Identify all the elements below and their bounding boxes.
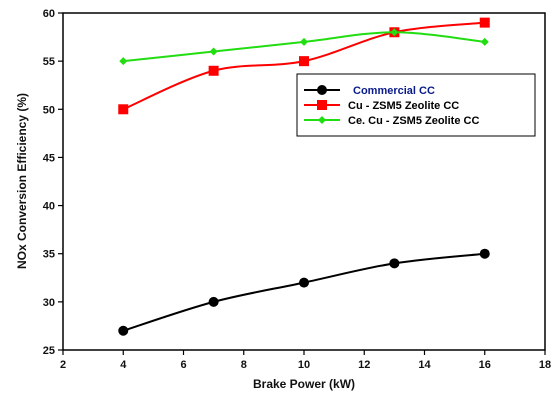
data-point [479,248,490,259]
series-3 [119,28,489,66]
x-tick-label: 10 [298,359,310,371]
x-tick-label: 18 [539,359,551,371]
data-point [300,37,308,46]
y-tick-label: 60 [43,8,55,20]
y-tick-label: 55 [43,56,55,68]
legend-label: Commercial CC [353,85,435,97]
data-point [389,258,400,269]
plot-area [62,12,546,351]
series-layer [118,17,490,336]
data-point [118,325,129,336]
data-point [299,56,309,67]
legend-entry: Commercial CC [304,85,435,97]
data-point [390,28,399,37]
legend-label: Ce. Cu - ZSM5 Zeolite CC [348,115,479,127]
y-tick-label: 25 [43,345,55,357]
data-point [208,296,219,307]
y-axis-title: NOx Conversion Efficiency (%) [15,93,29,269]
x-tick-label: 4 [120,359,127,371]
data-point [299,277,309,288]
data-point [119,57,128,66]
data-point [479,17,490,28]
legend-label: Cu - ZSM5 Zeolite CC [348,100,459,112]
data-point [118,104,129,115]
legend-marker [318,116,326,124]
y-tick-label: 40 [43,201,55,213]
y-axis-ticks: 25 30 35 40 45 50 55 60 [43,8,63,357]
data-point [480,37,489,46]
legend: Commercial CC Cu - ZSM5 Zeolite CC Ce. Cu … [296,73,536,137]
legend-entry: Cu - ZSM5 Zeolite CC [304,100,459,112]
y-tick-label: 30 [43,297,55,309]
x-axis-ticks: 2 4 6 8 10 12 14 16 18 [60,350,551,371]
series-1 [118,248,490,336]
x-axis-title: Brake Power (kW) [253,377,355,391]
y-tick-label: 35 [43,249,55,261]
legend-entry: Ce. Cu - ZSM5 Zeolite CC [304,115,479,127]
x-tick-label: 6 [180,359,186,371]
legend-marker [317,85,327,95]
data-point [209,47,218,56]
x-tick-label: 14 [418,359,431,371]
x-tick-label: 2 [60,359,66,371]
x-tick-label: 16 [479,359,491,371]
y-tick-label: 50 [43,104,55,116]
data-point [208,65,219,76]
x-tick-label: 8 [241,359,247,371]
x-tick-label: 12 [358,359,370,371]
y-tick-label: 45 [43,152,55,164]
legend-marker [317,100,327,110]
